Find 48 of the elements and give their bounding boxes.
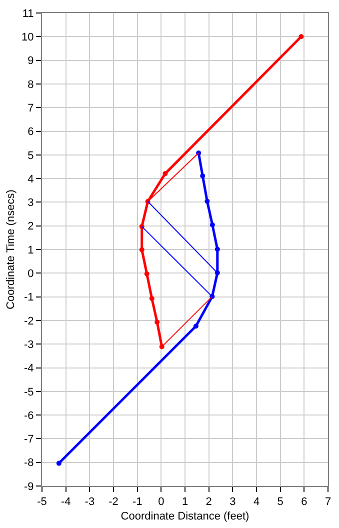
point: [154, 320, 160, 325]
y-tick-label: -3: [24, 338, 34, 351]
y-tick-label: -5: [24, 386, 34, 398]
point: [210, 222, 215, 228]
y-tick-label: 2: [28, 220, 34, 233]
y-tick-label: -4: [24, 362, 34, 375]
y-tick-label: -9: [24, 480, 34, 493]
point: [149, 296, 154, 301]
y-tick-label: 4: [28, 173, 34, 186]
x-tick-label: -1: [132, 496, 142, 508]
y-axis-title: Coordinate Time (nsecs): [5, 190, 18, 310]
x-tick-label: 4: [253, 496, 260, 508]
y-tick-label: 1: [28, 244, 34, 256]
x-tick-label: 5: [277, 496, 284, 508]
x-tick-label: 6: [301, 496, 308, 508]
x-tick-label: 1: [182, 496, 188, 508]
y-tick-label: 7: [28, 102, 34, 114]
y-tick-label: 10: [22, 32, 34, 44]
y-tick-label: -2: [24, 315, 34, 328]
y-tick-label: -6: [24, 410, 34, 422]
y-tick-label: 9: [28, 55, 34, 68]
x-tick-label: -4: [60, 496, 71, 508]
x-tick-label: -3: [84, 496, 95, 508]
point: [162, 171, 168, 176]
x-tick-label: 7: [324, 496, 332, 508]
x-tick-label: 2: [206, 496, 212, 508]
x-tick-label: 3: [230, 496, 236, 508]
point: [56, 460, 62, 466]
point: [144, 271, 150, 276]
point: [214, 246, 220, 252]
y-tick-label: 11: [22, 8, 34, 20]
point: [200, 173, 206, 178]
y-tick-label: -8: [24, 457, 34, 470]
point: [298, 34, 304, 40]
point: [193, 324, 198, 329]
y-tick-label: 5: [28, 150, 34, 162]
y-tick-label: -7: [24, 434, 34, 446]
point: [139, 247, 144, 252]
x-tick-label: 0: [158, 496, 164, 508]
y-tick-label: 8: [28, 78, 34, 91]
y-tick-label: -1: [24, 292, 34, 304]
x-tick-label: -5: [37, 496, 47, 508]
y-tick-label: 3: [28, 197, 34, 210]
y-tick-label: 0: [28, 268, 34, 280]
x-tick-label: -2: [108, 496, 118, 508]
point: [204, 198, 210, 204]
y-tick-label: 6: [28, 126, 34, 138]
x-axis-title: Coordinate Distance (feet): [120, 510, 250, 522]
